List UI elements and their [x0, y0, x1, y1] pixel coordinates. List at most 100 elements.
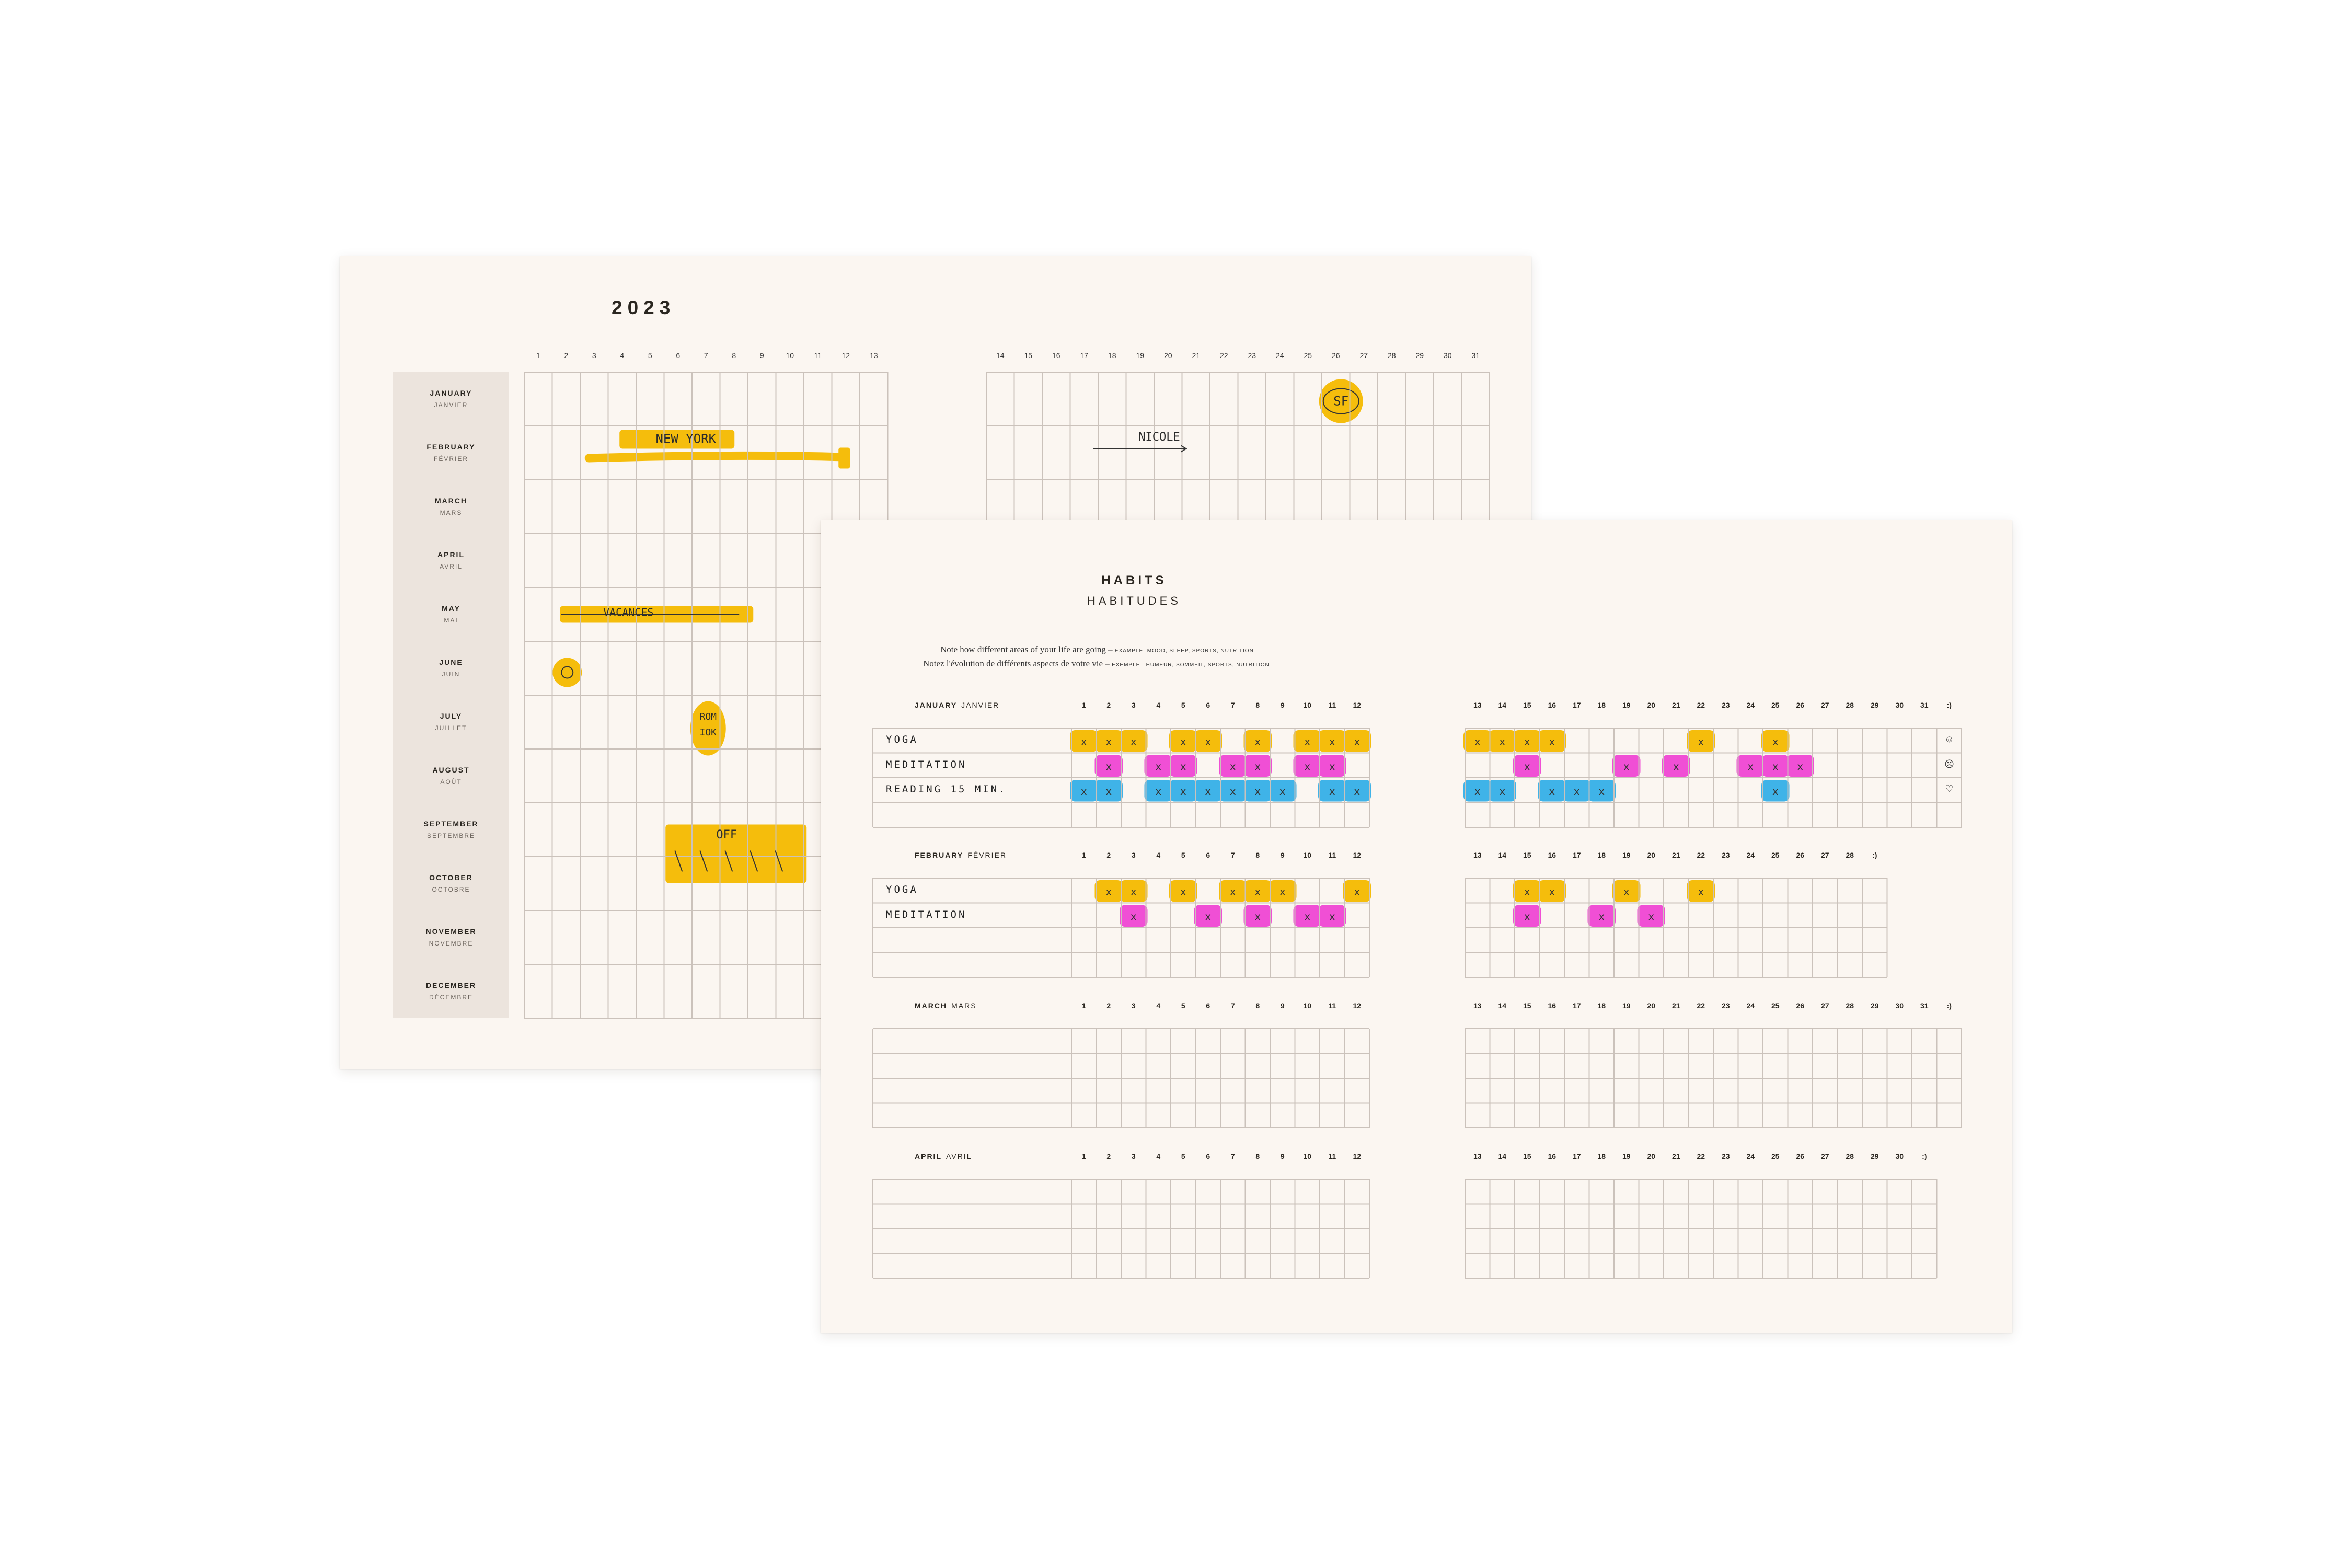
- habit-day-number: 28: [1846, 701, 1854, 709]
- year-day-number: 13: [869, 351, 878, 360]
- habit-highlight: [1243, 780, 1272, 802]
- month-name-fr: JANVIER: [434, 401, 468, 409]
- habit-day-number: 28: [1846, 851, 1854, 859]
- habit-name: READING 15 MIN.: [886, 783, 1007, 795]
- habit-check-mark: x: [1180, 885, 1186, 898]
- habit-day-number: 1: [1081, 1001, 1086, 1010]
- month-name-fr: MAI: [444, 617, 458, 624]
- habit-day-number: 20: [1647, 1001, 1656, 1010]
- year-day-number: 14: [996, 351, 1005, 360]
- habit-month-name-fr: AVRIL: [946, 1152, 972, 1160]
- new-york-end-highlight: [838, 447, 850, 469]
- year-day-number: 20: [1163, 351, 1172, 360]
- habit-day-number: 15: [1523, 1001, 1531, 1010]
- habit-day-number: 11: [1328, 701, 1336, 709]
- sf-circle-outline: [1322, 388, 1359, 414]
- mood-icon: ♡: [1945, 783, 1954, 794]
- habit-day-number: 23: [1721, 851, 1730, 859]
- habit-highlight: [1538, 880, 1566, 902]
- habit-day-number: 4: [1156, 701, 1161, 709]
- habit-day-number: 6: [1206, 851, 1210, 859]
- habit-highlight: [1169, 780, 1197, 802]
- habit-month-name-fr: MARS: [951, 1001, 977, 1010]
- month-name-en: OCTOBER: [429, 873, 473, 882]
- habit-check-mark: x: [1131, 910, 1137, 923]
- habit-day-number: 15: [1523, 701, 1531, 709]
- habit-highlight: [1243, 730, 1272, 752]
- habit-check-mark: x: [1230, 760, 1236, 773]
- habit-check-mark: x: [1155, 785, 1161, 798]
- habit-highlight: [1120, 880, 1148, 902]
- june-smiley-highlight: [552, 658, 582, 687]
- habit-day-number: 16: [1548, 1152, 1557, 1160]
- habit-day-number: 7: [1230, 1001, 1235, 1010]
- habit-check-mark: x: [1254, 910, 1261, 923]
- habit-day-number: 28: [1846, 1001, 1854, 1010]
- habit-day-number: 10: [1303, 701, 1312, 709]
- year-day-number: 10: [786, 351, 794, 360]
- habit-day-number: 9: [1280, 1152, 1285, 1160]
- habit-check-mark: x: [1747, 760, 1754, 773]
- habit-check-mark: x: [1329, 910, 1335, 923]
- habit-check-mark: x: [1105, 785, 1112, 798]
- year-day-number: 3: [592, 351, 596, 360]
- habit-day-number: 7: [1230, 1152, 1235, 1160]
- habit-day-number: 20: [1647, 1152, 1656, 1160]
- habit-day-number: 1: [1081, 851, 1086, 859]
- month-label: APRIL AVRIL: [393, 550, 509, 570]
- rom-iok-highlight: [690, 701, 726, 756]
- habit-check-mark: x: [1155, 760, 1161, 773]
- year-day-number: 1: [536, 351, 540, 360]
- month-labels-column: JANUARY JANVIER FEBRUARY FÉVRIER MARCH MARS AP…: [393, 372, 509, 1018]
- habit-day-number: 5: [1181, 851, 1185, 859]
- habit-check-mark: x: [1131, 735, 1137, 748]
- habit-day-number: 18: [1597, 851, 1606, 859]
- month-label: MAY MAI: [393, 604, 509, 624]
- habit-check-mark: x: [1180, 735, 1186, 748]
- year-day-number: 23: [1248, 351, 1256, 360]
- habit-check-mark: x: [1673, 760, 1679, 773]
- habit-day-number: 12: [1353, 851, 1362, 859]
- habit-highlight: [1144, 755, 1172, 777]
- habit-check-mark: x: [1329, 735, 1335, 748]
- habit-day-number: 24: [1746, 701, 1755, 709]
- habit-day-number: 14: [1498, 1001, 1507, 1010]
- habit-day-number: 26: [1796, 1152, 1805, 1160]
- habit-check-mark: x: [1524, 760, 1530, 773]
- habit-name: MEDITATION: [886, 908, 967, 920]
- habit-check-mark: x: [1698, 885, 1704, 898]
- habit-highlight: [1070, 730, 1098, 752]
- month-name-fr: JUIN: [442, 671, 460, 678]
- habit-day-number: 17: [1572, 1152, 1581, 1160]
- month-label: FEBRUARY FÉVRIER: [393, 443, 509, 463]
- habit-day-number: 21: [1671, 1001, 1680, 1010]
- habit-name: MEDITATION: [886, 758, 967, 770]
- habit-highlight: [1343, 730, 1371, 752]
- habit-highlight: [1687, 880, 1715, 902]
- habit-check-mark: x: [1474, 785, 1481, 798]
- habit-highlight: [1169, 730, 1197, 752]
- habit-day-number: 22: [1697, 1152, 1705, 1160]
- habit-check-mark: x: [1772, 760, 1779, 773]
- habit-highlight: [1269, 780, 1297, 802]
- habit-check-mark: x: [1524, 735, 1530, 748]
- habit-day-number: 12: [1353, 1001, 1362, 1010]
- mood-icon: ☺: [1944, 734, 1954, 744]
- habit-month-header: JANUARY JANVIER: [915, 701, 999, 709]
- habit-day-number: 3: [1131, 701, 1136, 709]
- habit-check-mark: x: [1772, 785, 1779, 798]
- new-york-label-highlight: [619, 430, 735, 449]
- habit-day-number: 22: [1697, 1001, 1705, 1010]
- habit-highlight: [1563, 780, 1591, 802]
- habit-day-number: 17: [1572, 701, 1581, 709]
- habit-day-number: 23: [1721, 701, 1730, 709]
- habit-highlight: [1194, 730, 1222, 752]
- habit-highlight: [1513, 755, 1541, 777]
- year-day-number: 27: [1359, 351, 1368, 360]
- month-name-en: JULY: [440, 712, 463, 720]
- habit-day-number: 22: [1697, 851, 1705, 859]
- habit-check-mark: x: [1623, 760, 1630, 773]
- habit-highlight: [1513, 905, 1541, 927]
- month-name-fr: AVRIL: [440, 563, 463, 570]
- habit-day-number: 29: [1870, 701, 1879, 709]
